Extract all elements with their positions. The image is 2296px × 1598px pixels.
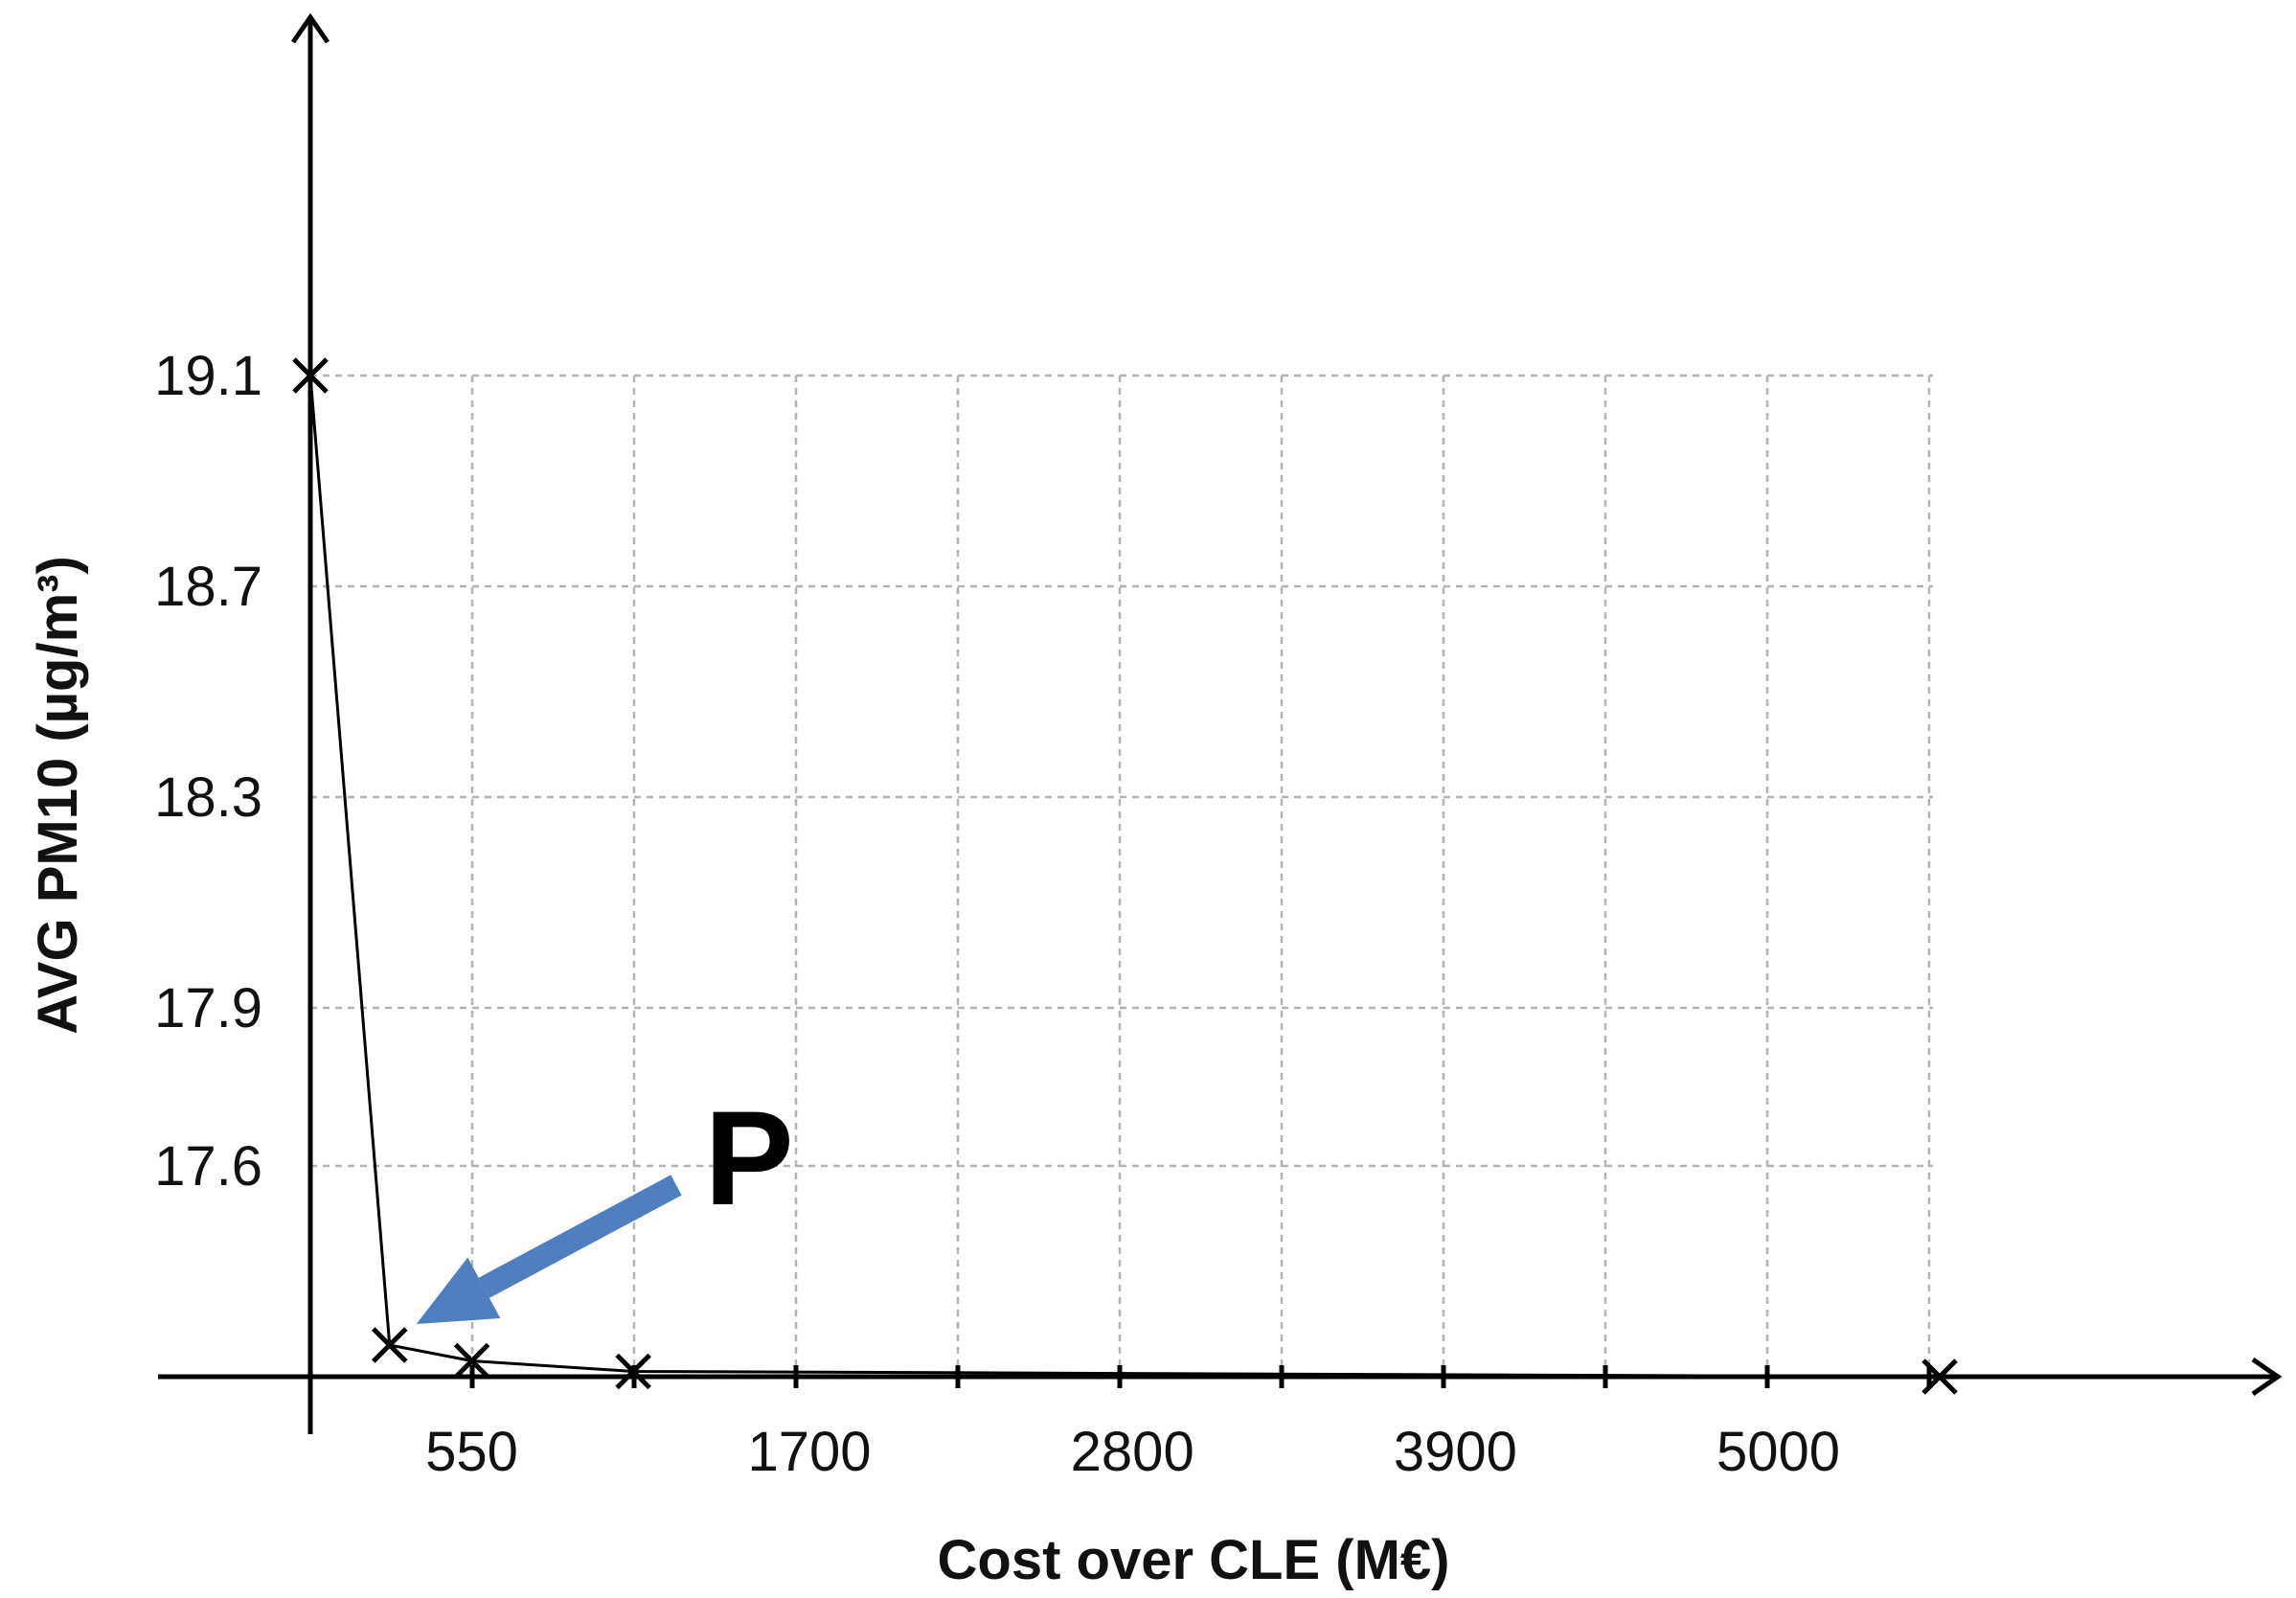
x-tick-label: 2800	[1071, 1421, 1194, 1483]
x-tick-label: 3900	[1394, 1421, 1517, 1483]
data-point	[371, 1327, 408, 1363]
x-axis-arrow	[2251, 1357, 2283, 1397]
y-tick-label: 18.3	[154, 766, 262, 829]
data-point-stroke	[453, 1342, 490, 1380]
data-point-stroke	[292, 357, 329, 394]
data-point	[615, 1353, 651, 1390]
annotation-label: P	[704, 1083, 793, 1233]
data-point-stroke	[1921, 1358, 1958, 1395]
y-tick-label: 17.9	[154, 977, 262, 1039]
y-axis-arrow	[290, 12, 330, 44]
y-tick-label: 19.1	[154, 345, 262, 407]
series	[292, 357, 1958, 1395]
data-point	[292, 357, 329, 394]
tick-labels: 550 1700 2800 3900 5000 17.6 17.9 18.3 18.7 19.1	[154, 345, 1840, 1483]
data-point	[453, 1342, 490, 1380]
y-tick-label: 17.6	[154, 1135, 262, 1198]
x-axis-label: Cost over CLE (M€)	[938, 1529, 1450, 1591]
annotation-arrow-head	[416, 1257, 501, 1324]
data-point-stroke	[615, 1353, 651, 1390]
series-line	[308, 375, 1941, 1379]
grid	[310, 374, 1933, 1377]
annotations: P	[416, 1083, 794, 1324]
x-tick-label: 1700	[748, 1421, 872, 1483]
annotation-arrow	[416, 1175, 682, 1324]
y-tick-label: 18.7	[154, 556, 262, 618]
annotation-arrow-shaft	[478, 1175, 682, 1298]
axes	[158, 12, 2283, 1434]
x-tick-label: 550	[425, 1421, 518, 1483]
x-tick-label: 5000	[1716, 1421, 1840, 1483]
y-axis-label: AVG PM10 (µg/m³)	[27, 556, 89, 1035]
data-point	[1921, 1358, 1958, 1395]
data-point-stroke	[371, 1327, 408, 1363]
